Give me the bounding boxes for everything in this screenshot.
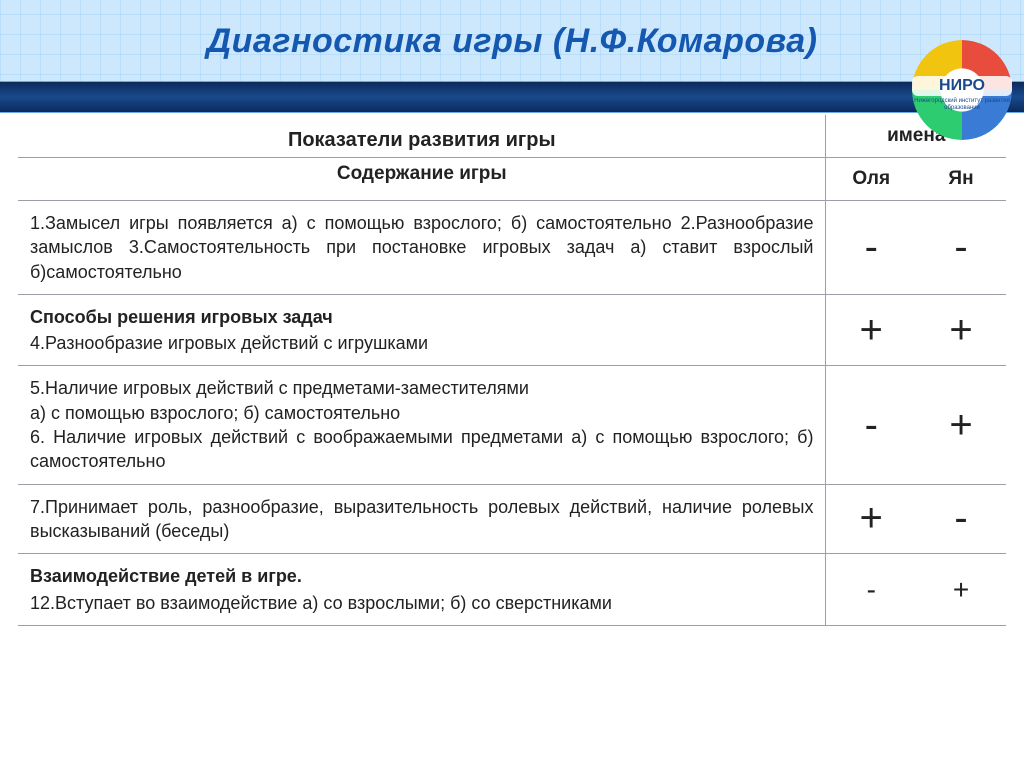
mark-cell: -	[826, 366, 916, 484]
criterion-cell: 1.Замысел игры появляется а) с помощью в…	[18, 201, 826, 295]
table-row: Взаимодействие детей в игре. 12.Вступает…	[18, 554, 1006, 626]
diagnostic-table: Показатели развития игры имена Содержани…	[18, 115, 1006, 626]
mark-cell: -	[916, 484, 1006, 554]
slide-title: Диагностика игры (Н.Ф.Комарова)	[0, 22, 1024, 61]
table-row: 5.Наличие игровых действий с предметами-…	[18, 366, 1006, 484]
diagnostic-table-container: Показатели развития игры имена Содержани…	[18, 115, 1006, 626]
logo-label: НИРО	[912, 76, 1012, 96]
mark-cell: +	[916, 294, 1006, 366]
header-content: Содержание игры	[18, 158, 826, 201]
table-row: 7.Принимает роль, разнообразие, выразите…	[18, 484, 1006, 554]
mark-cell: -	[916, 201, 1006, 295]
criterion-cell: Способы решения игровых задач 4.Разнообр…	[18, 294, 826, 366]
mark-cell: +	[826, 484, 916, 554]
criterion-cell: 5.Наличие игровых действий с предметами-…	[18, 366, 826, 484]
logo-subtext: Нижегородский институт развития образова…	[906, 98, 1018, 111]
mark-cell: +	[826, 294, 916, 366]
criterion-cell: Взаимодействие детей в игре. 12.Вступает…	[18, 554, 826, 626]
table-header-row-1: Показатели развития игры имена	[18, 115, 1006, 158]
header-name-0: Оля	[826, 158, 916, 201]
table-row: Способы решения игровых задач 4.Разнообр…	[18, 294, 1006, 366]
header-name-1: Ян	[916, 158, 1006, 201]
table-header-row-2: Содержание игры Оля Ян	[18, 158, 1006, 201]
mark-cell: -	[826, 201, 916, 295]
header-indicators: Показатели развития игры	[18, 115, 826, 158]
mark-cell: +	[916, 554, 1006, 626]
criterion-text: 5.Наличие игровых действий с предметами-…	[30, 378, 813, 471]
mark-cell: +	[916, 366, 1006, 484]
criterion-text: 7.Принимает роль, разнообразие, выразите…	[30, 497, 813, 541]
criterion-heading: Взаимодействие детей в игре.	[30, 564, 813, 588]
table-row: 1.Замысел игры появляется а) с помощью в…	[18, 201, 1006, 295]
criterion-text: 12.Вступает во взаимодействие а) со взро…	[30, 593, 612, 613]
mark-cell: -	[826, 554, 916, 626]
criterion-cell: 7.Принимает роль, разнообразие, выразите…	[18, 484, 826, 554]
criterion-heading: Способы решения игровых задач	[30, 305, 813, 329]
criterion-text: 4.Разнообразие игровых действий с игрушк…	[30, 333, 428, 353]
criterion-text: 1.Замысел игры появляется а) с помощью в…	[30, 213, 813, 282]
logo: НИРО Нижегородский институт развития обр…	[912, 40, 1012, 140]
